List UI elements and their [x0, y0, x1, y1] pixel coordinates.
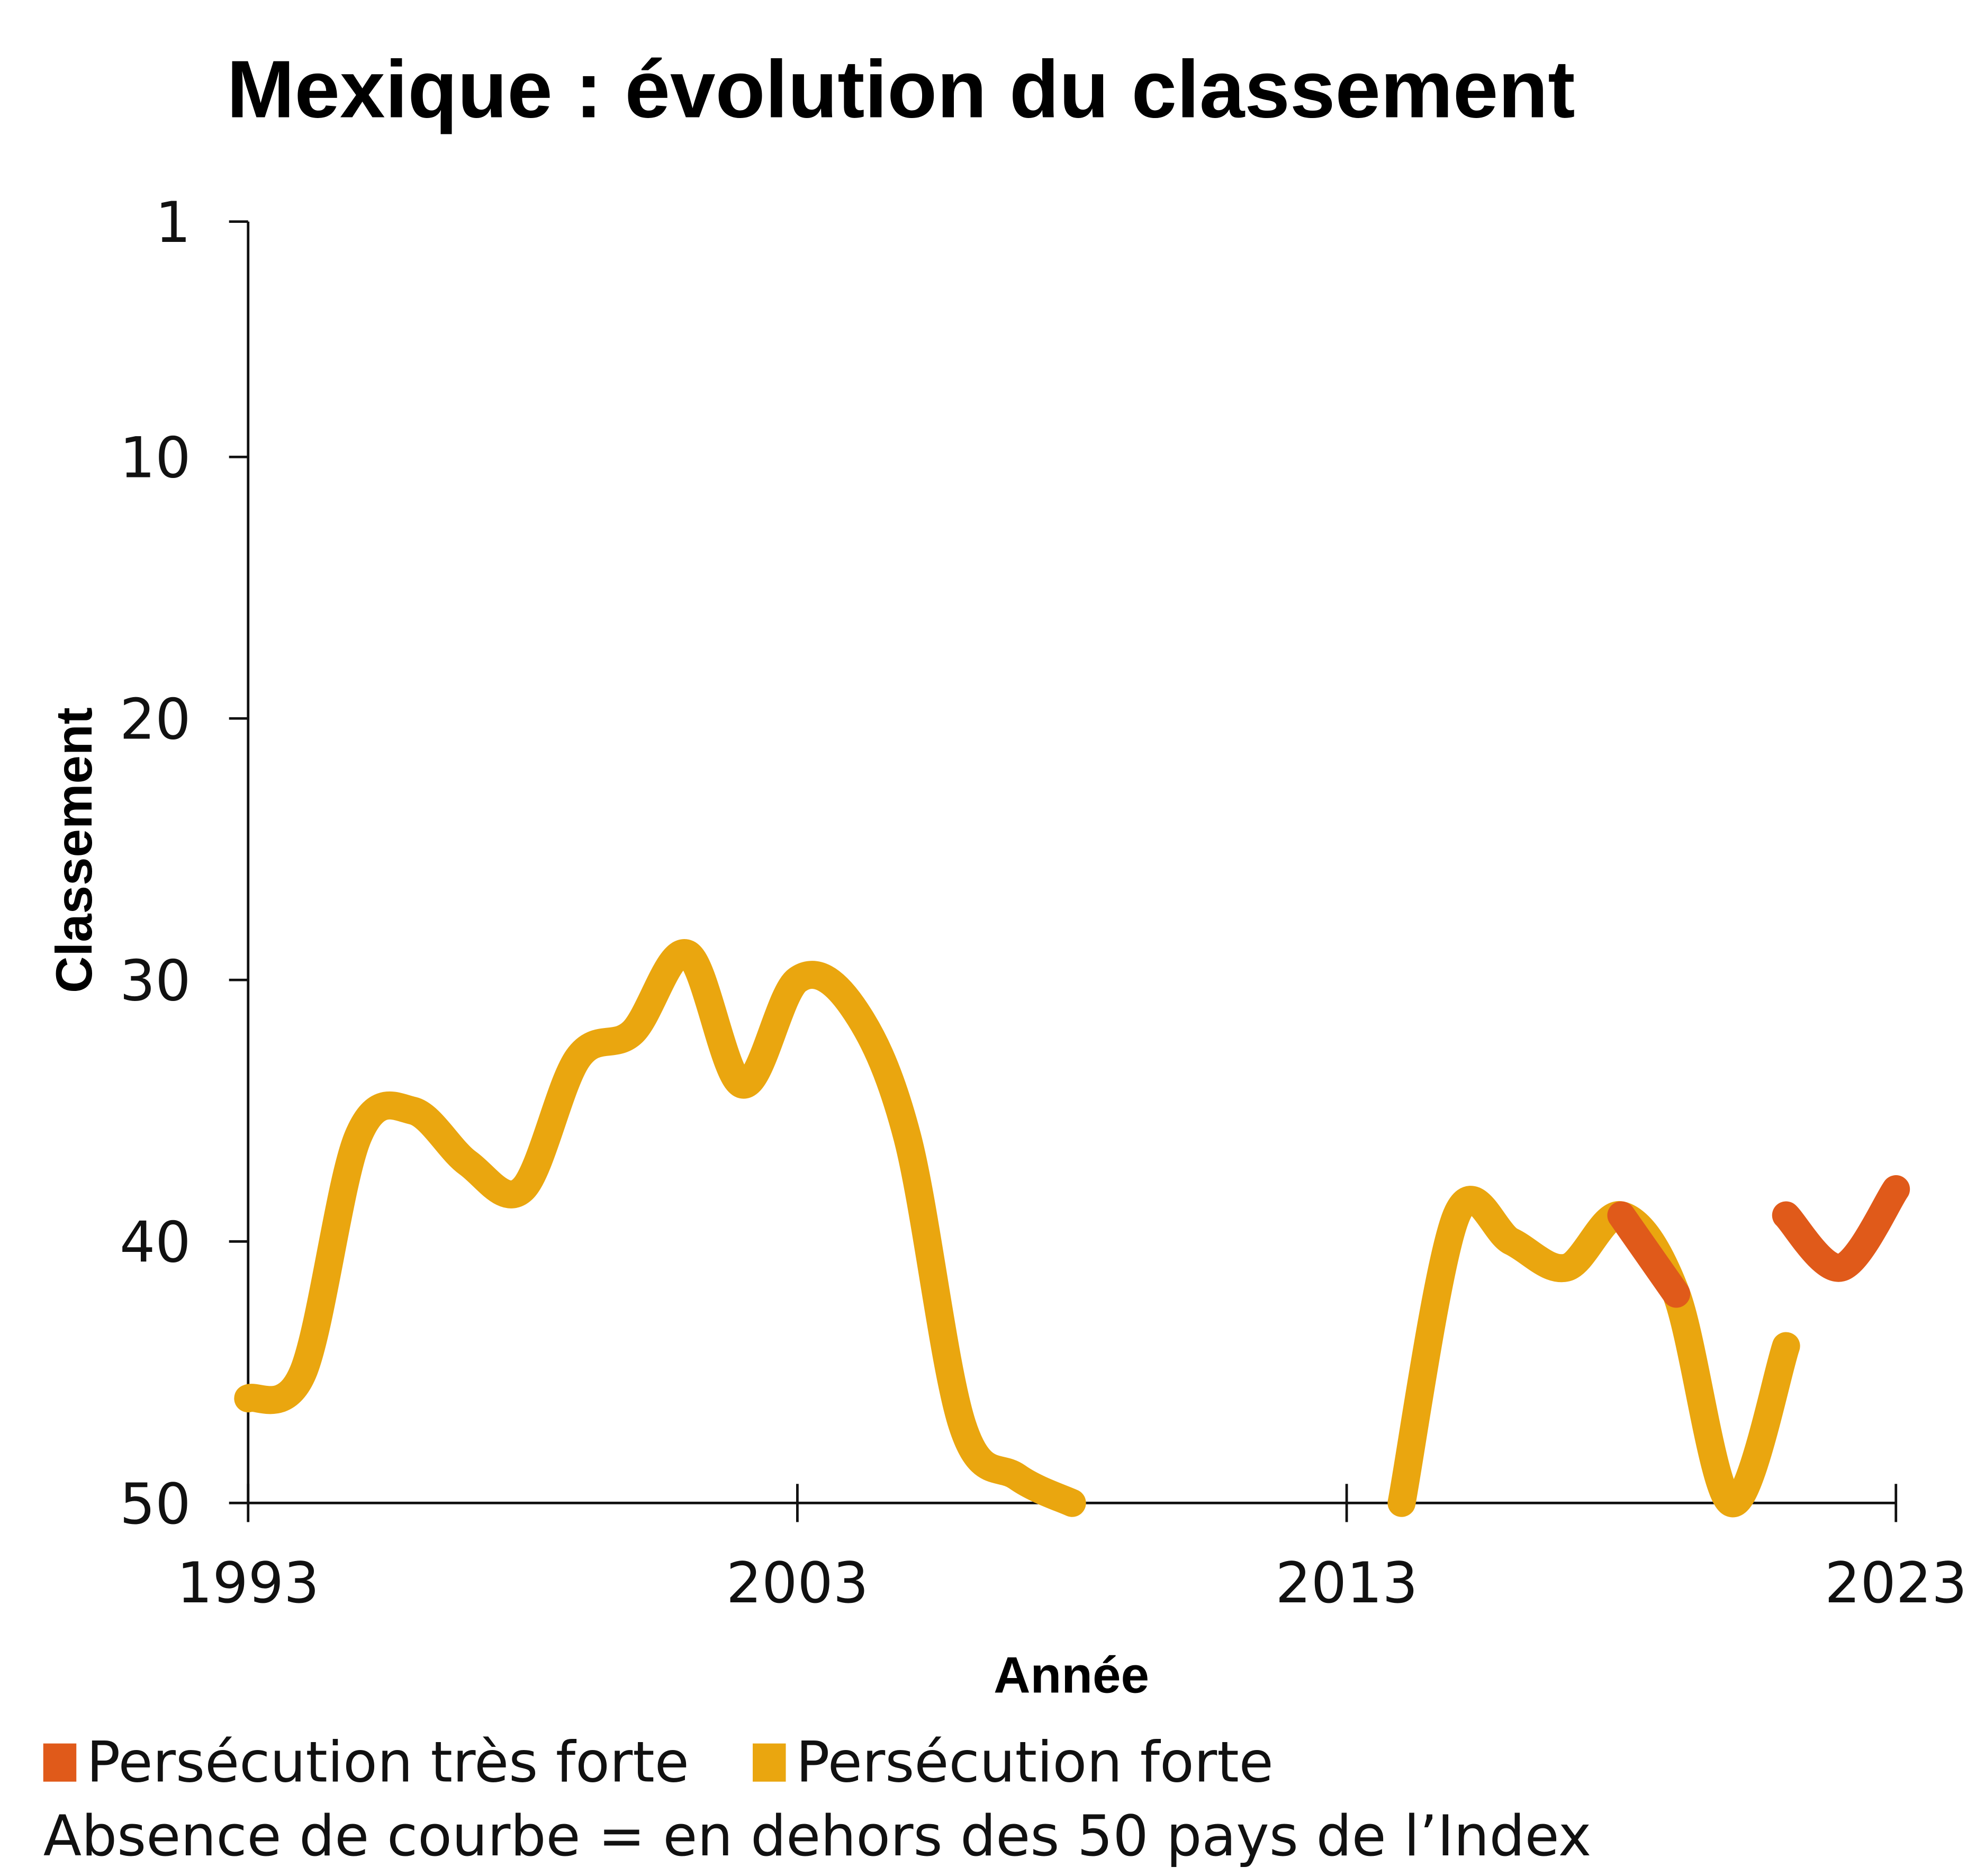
footnote: Absence de courbe = en dehors des 50 pay… [43, 1803, 1592, 1869]
y-tick-label: 1 [155, 190, 191, 255]
series-line [1607, 1175, 1910, 1308]
legend-label: Persécution forte [796, 1730, 1274, 1795]
chart-title: Mexique : évolution du classement [227, 44, 1575, 135]
x-tick-label: 2023 [1825, 1550, 1967, 1616]
x-tick-label: 2003 [726, 1550, 869, 1616]
y-tick-label: 30 [120, 949, 191, 1014]
legend-swatch [753, 1743, 786, 1782]
y-tick-label: 40 [120, 1210, 191, 1275]
legend-label: Persécution très forte [86, 1730, 689, 1795]
series-line [234, 939, 1800, 1518]
x-tick-label: 1993 [177, 1550, 319, 1616]
y-tick-label: 50 [120, 1472, 191, 1537]
x-axis-title: Année [994, 1647, 1149, 1703]
y-tick-label: 10 [120, 426, 191, 491]
y-axis-title: Classement [46, 707, 103, 993]
legend-swatch [43, 1743, 77, 1782]
y-tick-label: 20 [120, 687, 191, 752]
x-tick-label: 2013 [1276, 1550, 1418, 1616]
